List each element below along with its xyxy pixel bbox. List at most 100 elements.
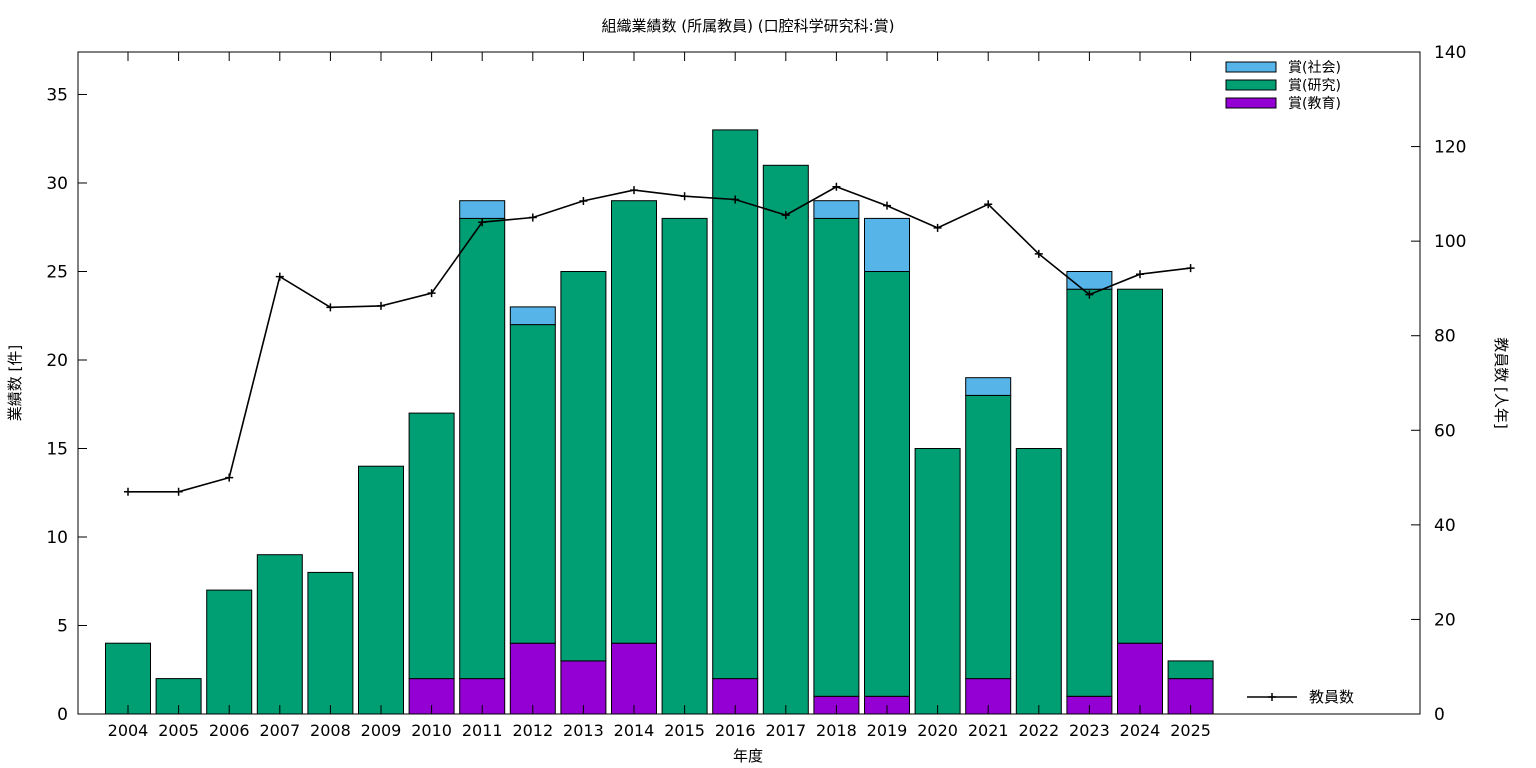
bar-segment-2019-s1 bbox=[864, 271, 910, 697]
legend-label-s2: 賞(社会) bbox=[1288, 60, 1341, 76]
line-point-2019 bbox=[883, 201, 891, 210]
bar-segment-2014-s1 bbox=[611, 200, 657, 644]
bar-segment-2006-s1 bbox=[206, 589, 253, 715]
y-tick-label-10: 10 bbox=[46, 528, 68, 548]
legend-line-marker bbox=[1268, 693, 1276, 701]
line-point-2014 bbox=[630, 186, 638, 195]
legend-swatch-s2 bbox=[1225, 61, 1277, 73]
bar-segment-2018-s1 bbox=[813, 217, 860, 697]
y-tick-label-30: 30 bbox=[46, 174, 68, 194]
bars-layer bbox=[105, 129, 1214, 715]
bar-segment-2017-s1 bbox=[762, 164, 809, 715]
y2-tick-label-140: 140 bbox=[1434, 43, 1466, 63]
x-tick-label-2005: 2005 bbox=[158, 721, 199, 740]
bar-segment-2022-s1 bbox=[1015, 448, 1062, 715]
x-tick-label-2010: 2010 bbox=[411, 721, 452, 740]
line-point-2006 bbox=[225, 473, 234, 482]
bar-segment-2010-s1 bbox=[408, 412, 455, 680]
line-point-2004 bbox=[124, 487, 132, 496]
legend-swatch-s1 bbox=[1225, 79, 1277, 91]
x-tick-label-2015: 2015 bbox=[664, 721, 705, 740]
bar-segment-2019-s2 bbox=[864, 217, 910, 272]
line-point-2009 bbox=[377, 301, 385, 310]
bar-segment-2023-s2 bbox=[1066, 271, 1113, 290]
line-point-2007 bbox=[275, 272, 284, 281]
line-point-2012 bbox=[528, 213, 537, 222]
x-tick-label-2023: 2023 bbox=[1069, 721, 1110, 740]
bar-segment-2011-s1 bbox=[459, 217, 506, 680]
y2-tick-label-40: 40 bbox=[1434, 516, 1456, 536]
plot-frame bbox=[77, 51, 1421, 715]
bar-segment-2012-s1 bbox=[509, 324, 556, 644]
bar-segment-2004-s1 bbox=[105, 642, 151, 715]
x-tick-label-2016: 2016 bbox=[715, 721, 756, 740]
bar-segment-2016-s1 bbox=[712, 129, 759, 680]
x-tick-label-2017: 2017 bbox=[765, 721, 806, 740]
line-point-2011 bbox=[478, 218, 487, 227]
line-point-2022 bbox=[1034, 249, 1043, 258]
bar-segment-2007-s1 bbox=[256, 554, 303, 715]
bar-segment-2024-s0 bbox=[1117, 642, 1163, 715]
y-tick-label-20: 20 bbox=[46, 351, 68, 371]
x-tick-label-2004: 2004 bbox=[108, 721, 149, 740]
line-point-2016 bbox=[731, 195, 740, 204]
x-tick-label-2012: 2012 bbox=[512, 721, 553, 740]
y2-tick-label-60: 60 bbox=[1434, 421, 1456, 441]
bar-segment-2012-s2 bbox=[509, 306, 556, 326]
bar-segment-2023-s1 bbox=[1066, 288, 1113, 697]
line-point-2024 bbox=[1136, 270, 1144, 279]
x-tick-label-2021: 2021 bbox=[968, 721, 1009, 740]
y-tick-label-0: 0 bbox=[57, 705, 68, 725]
line-layer bbox=[124, 182, 1195, 496]
legend-label-line: 教員数 bbox=[1309, 688, 1354, 706]
x-tick-label-2006: 2006 bbox=[209, 721, 250, 740]
x-tick-label-2025: 2025 bbox=[1170, 721, 1211, 740]
legend-swatch-s0 bbox=[1225, 97, 1277, 109]
bar-segment-2012-s0 bbox=[509, 642, 556, 715]
bar-segment-2025-s1 bbox=[1167, 660, 1214, 680]
bar-segment-2014-s0 bbox=[611, 642, 657, 715]
x-tick-label-2024: 2024 bbox=[1120, 721, 1161, 740]
x-axis-label: 年度 bbox=[733, 747, 763, 765]
line-point-2015 bbox=[680, 192, 689, 201]
y-tick-label-35: 35 bbox=[46, 85, 68, 105]
legend-label-s1: 賞(研究) bbox=[1288, 78, 1341, 94]
bar-segment-2018-s2 bbox=[813, 200, 860, 219]
bar-segment-2009-s1 bbox=[358, 465, 404, 715]
line-point-2017 bbox=[781, 211, 790, 220]
y-tick-label-15: 15 bbox=[46, 439, 68, 459]
y2-axis-label: 教員数 [人年] bbox=[1492, 337, 1510, 428]
line-point-2023 bbox=[1085, 290, 1094, 299]
x-tick-label-2019: 2019 bbox=[867, 721, 908, 740]
line-point-2008 bbox=[326, 303, 335, 312]
y2-tick-label-0: 0 bbox=[1434, 705, 1445, 725]
bar-segment-2024-s1 bbox=[1117, 288, 1163, 644]
y-tick-label-25: 25 bbox=[46, 262, 68, 282]
line-point-2005 bbox=[174, 487, 183, 496]
legend-label-s0: 賞(教育) bbox=[1288, 96, 1341, 112]
x-tick-label-2018: 2018 bbox=[816, 721, 857, 740]
y2-tick-label-20: 20 bbox=[1434, 610, 1456, 630]
x-tick-label-2020: 2020 bbox=[917, 721, 958, 740]
y-axis-label: 業績数 [件] bbox=[6, 345, 24, 421]
y-tick-label-5: 5 bbox=[57, 616, 68, 636]
bar-segment-2008-s1 bbox=[307, 571, 354, 715]
line-series-path bbox=[128, 185, 1191, 493]
x-tick-label-2013: 2013 bbox=[563, 721, 604, 740]
legend: 賞(社会) 賞(研究) 賞(教育) 教員数 bbox=[1225, 60, 1354, 706]
line-point-2010 bbox=[427, 289, 436, 298]
line-point-2018 bbox=[832, 182, 841, 191]
y2-tick-label-100: 100 bbox=[1434, 232, 1466, 252]
y2-tick-label-120: 120 bbox=[1434, 138, 1466, 158]
bar-segment-2015-s1 bbox=[661, 217, 708, 715]
line-point-2013 bbox=[579, 196, 588, 205]
line-point-2025 bbox=[1186, 264, 1195, 273]
bar-segment-2020-s1 bbox=[914, 448, 961, 715]
y2-tick-label-80: 80 bbox=[1434, 327, 1456, 347]
chart-title: 組織業績数 (所属教員) (口腔科学研究科:賞) bbox=[602, 17, 895, 35]
x-tick-label-2022: 2022 bbox=[1018, 721, 1059, 740]
x-tick-label-2014: 2014 bbox=[614, 721, 655, 740]
bar-segment-2013-s1 bbox=[560, 271, 607, 662]
